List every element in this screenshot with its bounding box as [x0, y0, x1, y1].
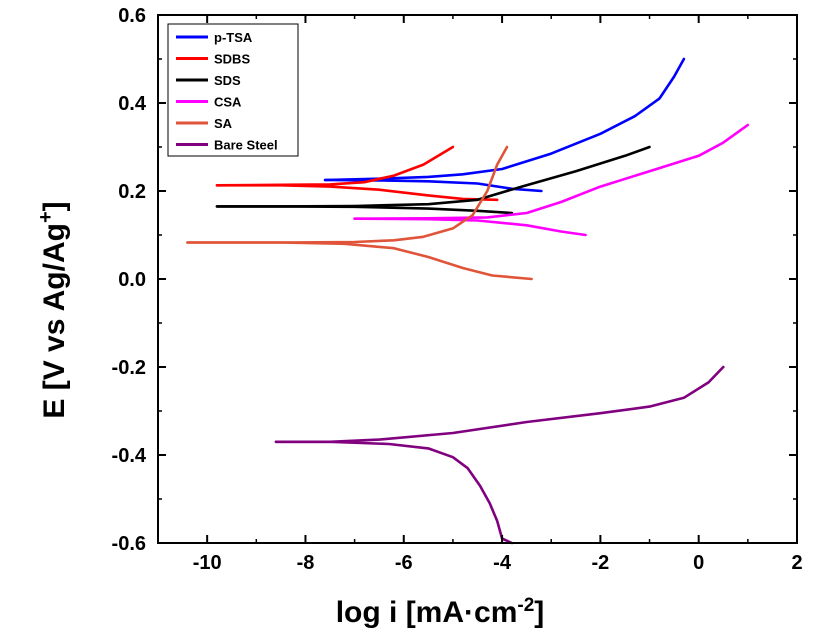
series-bare-steel-cathodic [274, 440, 514, 545]
axis-ticks: -10 -8 -6 -4 -2 0 2 -0.6 -0.4 -0.2 0.0 0.2 0.4 0.6 [112, 5, 803, 574]
x-axis-title-main: log i [mA [336, 596, 464, 629]
series-sdbs-cathodic [215, 184, 499, 202]
x-axis-title-sup: -2 [517, 595, 534, 616]
legend-box [167, 23, 299, 157]
series-layer [186, 57, 750, 545]
x-tick-label: -8 [297, 552, 315, 574]
x-tick-label: -10 [193, 552, 222, 574]
y-axis-title-main: E [V vs Ag/Ag [38, 223, 71, 419]
series-csa-anodic [353, 123, 750, 220]
x-tick-label: -4 [493, 552, 512, 574]
y-tick-label: 0.6 [118, 5, 146, 27]
legend-label-sdbs: SDBS [214, 52, 250, 67]
y-tick-label: -0.4 [112, 445, 147, 467]
legend-label-csa: CSA [214, 95, 242, 110]
legend: p-TSA SDBS SDS CSA SA Bare Steel [167, 23, 299, 157]
y-axis-title: E [V vs Ag/Ag+] [35, 201, 71, 418]
series-csa-cathodic [353, 217, 587, 237]
x-tick-label: -2 [591, 552, 609, 574]
series-sa-cathodic [186, 241, 533, 281]
y-tick-label: 0.4 [118, 93, 147, 115]
y-tick-label: 0.0 [118, 269, 146, 291]
x-axis-title: log i [mA·cm-2] [336, 595, 545, 629]
legend-items: p-TSA SDBS SDS CSA SA Bare Steel [176, 30, 278, 153]
x-axis-title-unit: cm [474, 596, 517, 629]
series-p-tsa-anodic [323, 57, 686, 182]
y-tick-label: -0.2 [112, 357, 146, 379]
legend-label-bare-steel: Bare Steel [214, 138, 278, 153]
x-tick-label: -6 [395, 552, 413, 574]
x-axis-title-dot: · [464, 596, 474, 629]
legend-label-sa: SA [214, 116, 233, 131]
x-tick-label: 2 [791, 552, 802, 574]
y-axis-title-sup: + [35, 211, 57, 223]
series-sa-anodic [186, 145, 509, 244]
y-tick-label: 0.2 [118, 181, 146, 203]
series-bare-steel-anodic [274, 365, 725, 444]
y-tick-label: -0.6 [112, 533, 146, 555]
y-axis-title-close: ] [38, 201, 71, 211]
legend-label-sds: SDS [214, 73, 241, 88]
series-sds-cathodic [215, 205, 514, 215]
legend-label-p-tsa: p-TSA [214, 30, 253, 45]
x-axis-title-close: ] [534, 596, 544, 629]
x-tick-label: 0 [693, 552, 704, 574]
